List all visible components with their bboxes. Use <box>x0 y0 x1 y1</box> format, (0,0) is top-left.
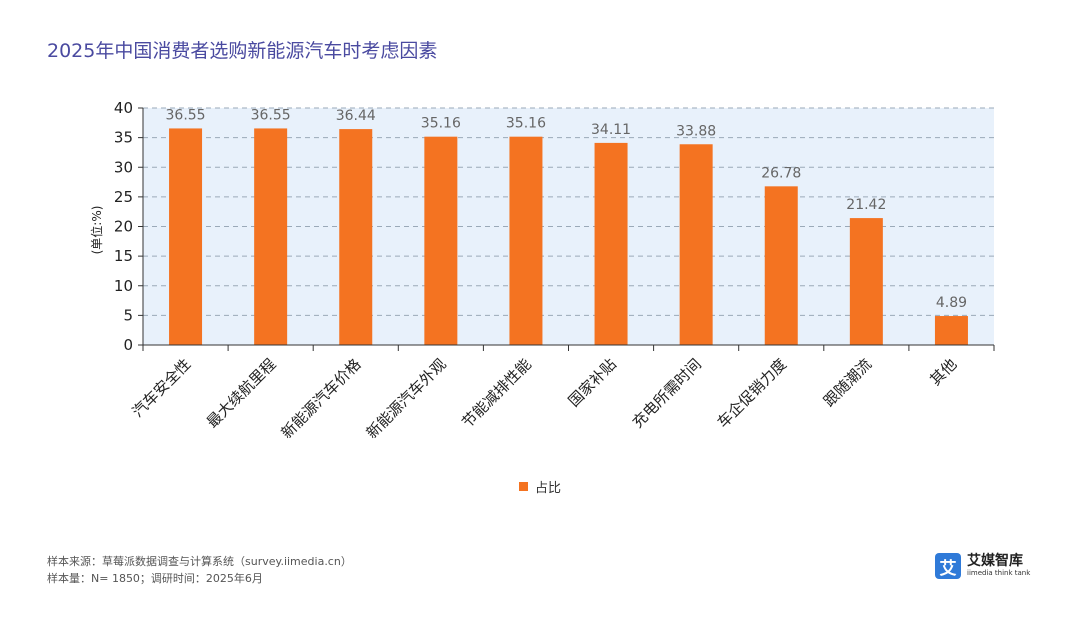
sample-note: 样本量：N= 1850；调研时间：2025年6月 <box>47 572 263 585</box>
y-tick-label: 15 <box>114 247 133 265</box>
brand-logo: 艾 艾媒智库 iimedia think tank <box>935 553 1030 579</box>
data-labels: 36.55 36.55 36.44 35.16 35.16 34.11 33.88 26.78… <box>166 107 968 311</box>
category-label: 最大续航里程 <box>203 355 279 431</box>
data-label: 4.89 <box>936 295 967 311</box>
data-label: 33.88 <box>676 123 716 139</box>
y-tick-label: 0 <box>123 336 133 354</box>
legend: 占比 <box>519 477 561 496</box>
category-label: 节能减排性能 <box>458 355 534 431</box>
bar <box>594 142 628 345</box>
bar <box>424 136 458 345</box>
bar <box>509 136 543 345</box>
y-tick-label: 30 <box>114 158 133 176</box>
category-label: 新能源汽车外观 <box>363 355 450 442</box>
category-label: 汽车安全性 <box>129 355 195 421</box>
bar <box>934 316 968 345</box>
data-label: 36.44 <box>336 108 376 124</box>
data-label: 34.11 <box>591 122 631 138</box>
category-label: 国家补贴 <box>565 355 620 410</box>
brand-name: 艾媒智库 <box>967 553 1023 569</box>
data-label: 21.42 <box>846 197 886 213</box>
data-label: 36.55 <box>251 107 291 123</box>
bar <box>169 128 203 345</box>
category-label: 新能源汽车价格 <box>278 355 365 442</box>
data-label: 36.55 <box>166 107 206 123</box>
x-axis-ticks <box>142 345 995 351</box>
y-axis-label: (单位:%) <box>89 206 104 255</box>
data-label: 35.16 <box>506 116 546 132</box>
y-tick-label: 25 <box>114 188 133 206</box>
bar <box>339 129 373 345</box>
y-tick-label: 35 <box>114 129 133 147</box>
y-tick-label: 5 <box>123 306 133 324</box>
y-axis-ticks: 0 5 10 15 20 25 30 35 40 <box>114 99 143 354</box>
footer-notes: 样本来源：草莓派数据调查与计算系统（survey.iimedia.cn） 样本量… <box>47 553 352 587</box>
bar <box>764 186 798 345</box>
category-label: 其他 <box>926 355 960 389</box>
category-label: 车企促销力度 <box>714 355 790 431</box>
data-label: 35.16 <box>421 116 461 132</box>
bar <box>679 144 713 345</box>
legend-swatch <box>519 482 528 491</box>
bar <box>849 218 883 345</box>
brand-subtitle: iimedia think tank <box>967 569 1031 577</box>
logo-icon: 艾 <box>935 553 961 579</box>
source-note: 样本来源：草莓派数据调查与计算系统（survey.iimedia.cn） <box>47 555 352 568</box>
y-tick-label: 20 <box>114 218 133 236</box>
bar-series <box>169 128 968 345</box>
y-tick-label: 10 <box>114 277 133 295</box>
category-label: 充电所需时间 <box>629 355 705 431</box>
y-tick-label: 40 <box>114 99 133 117</box>
bar <box>254 128 288 345</box>
legend-label: 占比 <box>535 481 562 496</box>
category-label: 跟随潮流 <box>820 355 875 410</box>
data-label: 26.78 <box>761 165 801 181</box>
gridlines <box>143 107 994 316</box>
chart-title: 2025年中国消费者选购新能源汽车时考虑因素 <box>47 40 438 62</box>
